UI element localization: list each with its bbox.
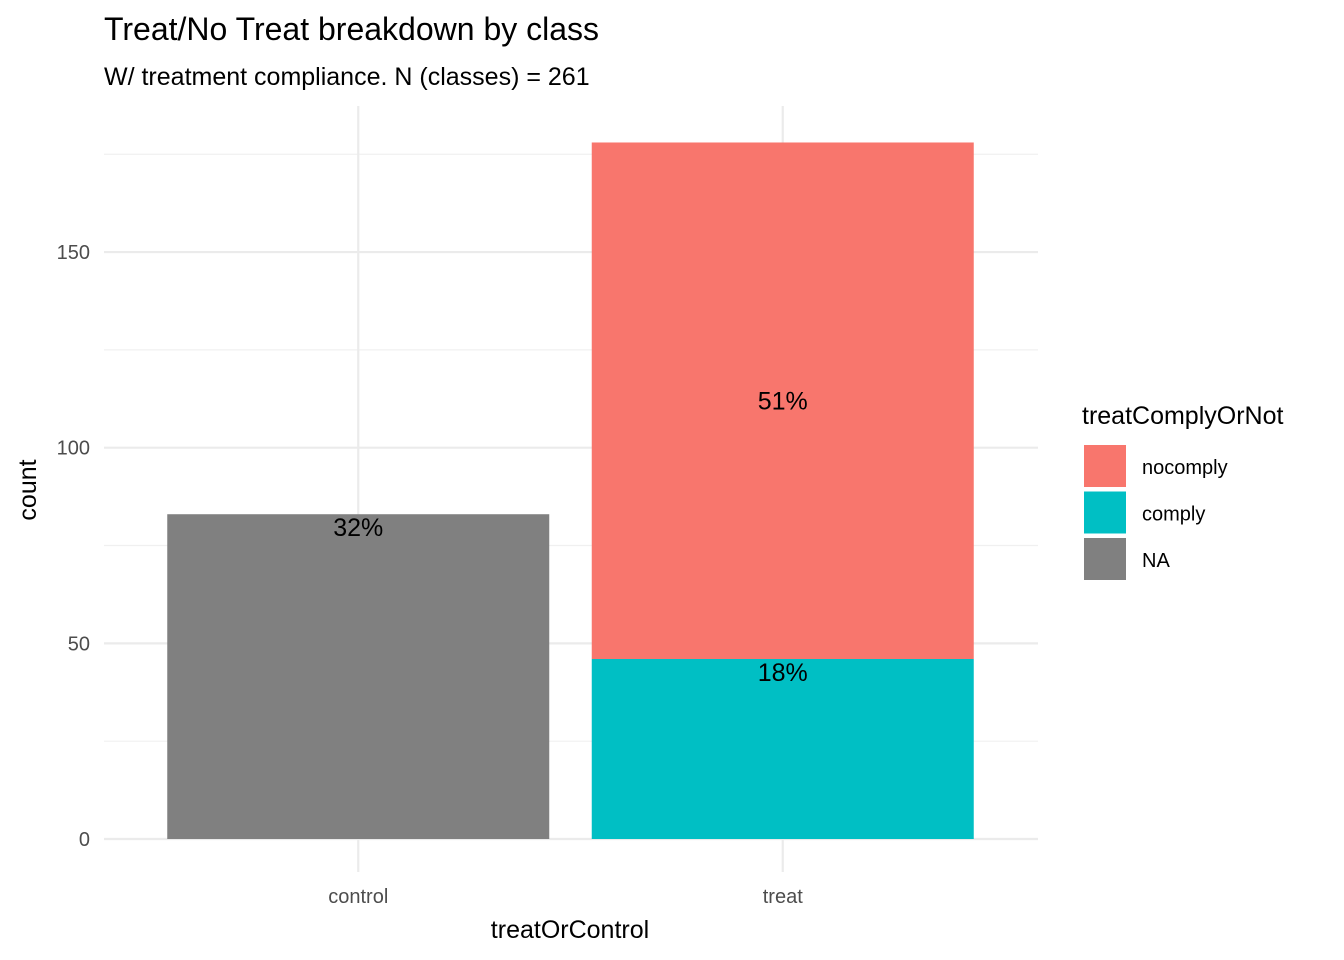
chart-subtitle: W/ treatment compliance. N (classes) = 2… (104, 63, 590, 91)
y-axis-title: count (14, 459, 42, 520)
legend-title: treatComplyOrNot (1082, 402, 1283, 430)
x-axis-title: treatOrControl (491, 916, 649, 944)
legend-swatch-NA (1084, 538, 1126, 580)
y-tick-label: 150 (57, 242, 90, 264)
bar-comply-treat (591, 659, 974, 839)
legend-swatch-nocomply (1084, 445, 1126, 487)
y-tick-label: 50 (68, 633, 90, 655)
legend-label: comply (1142, 504, 1205, 526)
x-tick-label: treat (763, 886, 803, 908)
legend-label: NA (1142, 550, 1170, 572)
bar-data-label: 18% (758, 659, 808, 687)
x-tick-label: control (328, 886, 388, 908)
bar-nocomply-treat (591, 142, 974, 660)
plot-area: 0 50 100 150 control treat 18% 51% 32% (57, 106, 1038, 908)
legend-swatch-comply (1084, 491, 1126, 534)
y-tick-label: 0 (79, 829, 90, 851)
y-tick-label: 100 (57, 438, 90, 460)
bar-data-label: 51% (758, 388, 808, 416)
chart-title: Treat/No Treat breakdown by class (104, 11, 599, 47)
legend: treatComplyOrNot nocomply comply NA (1082, 402, 1283, 580)
bar-NA-control (167, 514, 550, 839)
legend-label: nocomply (1142, 457, 1228, 479)
bar-data-label: 32% (333, 514, 383, 542)
